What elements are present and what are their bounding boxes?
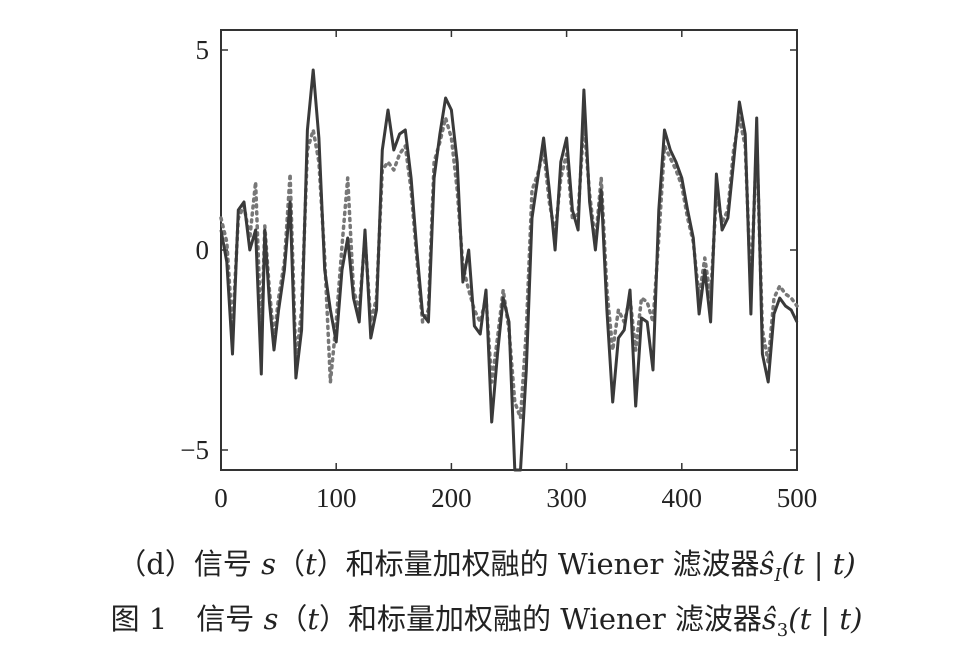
x-tick-label: 200	[431, 483, 472, 513]
x-tick-label: 400	[662, 483, 703, 513]
caption-2-prefix: 图 1 信号	[110, 602, 255, 636]
caption-line-2: 图 1 信号 s（t）和标量加权融的 Wiener 滤波器ŝ3(t | t)	[0, 596, 973, 641]
caption-1-estimator: ŝ	[759, 547, 775, 581]
x-tick-label: 100	[316, 483, 357, 513]
plot-frame	[220, 29, 798, 471]
x-tick-label: 0	[214, 483, 228, 513]
y-tick-label: 0	[196, 235, 210, 265]
caption-1-prefix: （d）信号	[117, 547, 252, 581]
caption-2-sub: 3	[776, 619, 789, 641]
caption-2-end: (t | t)	[788, 602, 863, 636]
caption-2-estimator: ŝ	[761, 602, 777, 636]
y-tick-label: −5	[180, 435, 209, 465]
x-tick-label: 300	[546, 483, 587, 513]
x-tick-label: 500	[777, 483, 818, 513]
series-group	[219, 68, 799, 472]
series-solid-line	[219, 68, 799, 472]
caption-1-rest: ）和标量加权融的 Wiener 滤波器	[316, 547, 760, 581]
caption-line-1: （d）信号 s（t）和标量加权融的 Wiener 滤波器ŝI(t | t)	[0, 541, 973, 586]
caption-1-s: s	[261, 547, 276, 581]
caption-1-open: （	[275, 547, 305, 581]
caption-2-s: s	[263, 602, 279, 636]
caption-1-t: t	[305, 547, 317, 581]
caption-1-end: (t | t)	[781, 547, 856, 581]
caption-1-sub: I	[774, 564, 782, 586]
caption-2-open: （	[278, 602, 308, 636]
caption-2-rest: ）和标量加权融的 Wiener 滤波器	[319, 602, 762, 636]
y-tick-label: 5	[196, 35, 210, 65]
caption-2-t: t	[307, 602, 320, 636]
